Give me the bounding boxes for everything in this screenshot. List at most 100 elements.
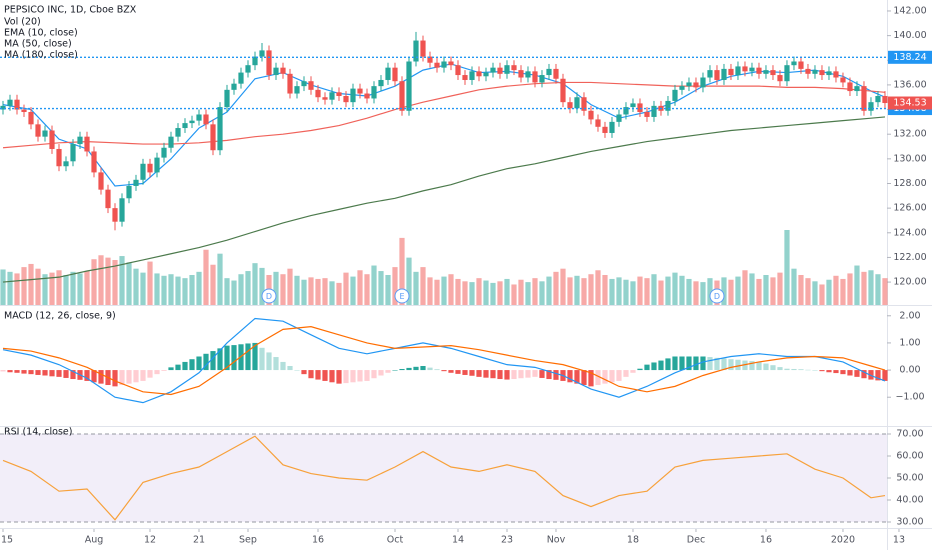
candle-body — [119, 198, 125, 222]
candle-body — [791, 61, 797, 66]
candle-body — [245, 65, 251, 73]
volume-bar — [140, 272, 146, 305]
volume-bar — [196, 271, 202, 305]
y-tick-label: 142.00 — [893, 5, 926, 16]
candle-body — [595, 119, 601, 127]
candle-body — [441, 61, 447, 68]
volume-bar — [854, 265, 860, 305]
candle-body — [721, 68, 727, 80]
volume-bar — [616, 277, 622, 305]
volume-bar — [672, 272, 678, 305]
candle-body — [371, 86, 377, 99]
histogram-bar — [455, 370, 461, 374]
y-tick-label: 136.00 — [893, 79, 926, 90]
volume-bar — [105, 257, 111, 305]
volume-bar — [329, 281, 335, 305]
volume-bar — [231, 280, 237, 305]
candle-body — [406, 61, 412, 111]
histogram-bar — [182, 361, 188, 371]
volume-bar — [665, 276, 671, 305]
histogram-bar — [770, 365, 776, 371]
rsi-band — [0, 433, 887, 522]
volume-bar — [126, 262, 132, 305]
volume-bar — [483, 280, 489, 305]
histogram-bar — [196, 356, 202, 371]
volume-bar — [280, 274, 286, 305]
volume-bar — [861, 271, 867, 305]
candle-body — [770, 70, 776, 76]
histogram-bar — [637, 368, 643, 371]
volume-bar — [630, 281, 636, 305]
candle-body — [217, 107, 223, 151]
volume-bar — [294, 275, 300, 305]
y-tick-label: 140.00 — [893, 30, 926, 41]
volume-bar — [518, 279, 524, 305]
candle-body — [679, 86, 685, 90]
last-price-tag — [888, 96, 932, 110]
y-tick-label: 70.00 — [896, 428, 923, 439]
volume-bar — [875, 274, 881, 305]
candle-body — [728, 68, 734, 76]
volume-bar — [686, 278, 692, 305]
candle-body — [147, 163, 153, 173]
candle-body — [210, 124, 216, 151]
candle-body — [469, 71, 475, 80]
histogram-bar — [469, 370, 475, 376]
volume-bar — [112, 260, 118, 305]
histogram-bar — [189, 359, 195, 371]
volume-bar — [252, 263, 258, 305]
volume-bar — [406, 257, 412, 305]
histogram-bar — [301, 370, 307, 375]
histogram-bar — [413, 366, 419, 371]
candle-body — [588, 110, 594, 120]
histogram-bar — [490, 370, 496, 379]
candle-body — [420, 40, 426, 57]
volume-bar — [847, 273, 853, 305]
candle-body — [672, 89, 678, 101]
indicator-line — [2, 326, 886, 396]
volume-bar — [224, 278, 230, 305]
candle-body — [189, 120, 195, 124]
histogram-bar — [112, 370, 118, 387]
histogram-bar — [7, 370, 13, 373]
volume-bar — [133, 268, 139, 305]
candle-body — [616, 114, 622, 122]
histogram-bar — [168, 367, 174, 371]
volume-bar — [168, 274, 174, 305]
histogram-bar — [399, 368, 405, 371]
volume-bar — [378, 271, 384, 305]
volume-bar — [0, 269, 6, 305]
candle-body — [553, 68, 559, 79]
volume-bar — [343, 272, 349, 305]
volume-bar — [315, 278, 321, 305]
histogram-bar — [616, 370, 622, 381]
volume-bar — [609, 278, 615, 305]
histogram-bar — [35, 370, 41, 375]
histogram-bar — [805, 369, 811, 371]
volume-bar — [259, 267, 265, 305]
candle-body — [238, 72, 244, 84]
volume-bar — [42, 274, 48, 305]
candle-body — [756, 67, 762, 74]
histogram-bar — [133, 370, 139, 383]
x-tick-label: 16 — [760, 535, 772, 546]
histogram-bar — [581, 370, 587, 386]
candle-body — [532, 71, 538, 83]
event-marker — [261, 288, 277, 304]
candle-body — [168, 136, 174, 148]
histogram-bar — [763, 363, 769, 371]
histogram-bar — [700, 356, 706, 371]
y-tick-label: 126.00 — [893, 203, 926, 214]
y-tick-label: 130.00 — [893, 153, 926, 164]
candle-body — [140, 163, 146, 180]
candle-body — [287, 73, 293, 94]
volume-bar — [84, 271, 90, 305]
candle-body — [665, 100, 671, 111]
volume-bar — [777, 272, 783, 305]
histogram-bar — [119, 370, 125, 386]
histogram-bar — [658, 360, 664, 371]
histogram-bar — [812, 370, 818, 371]
histogram-bar — [385, 370, 391, 373]
candle-body — [805, 68, 811, 74]
candle-body — [133, 179, 139, 186]
